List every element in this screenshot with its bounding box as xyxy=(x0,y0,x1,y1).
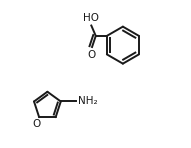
Text: HO: HO xyxy=(83,13,99,23)
Text: NH₂: NH₂ xyxy=(78,96,97,106)
Text: O: O xyxy=(87,50,96,60)
Text: O: O xyxy=(33,119,41,129)
